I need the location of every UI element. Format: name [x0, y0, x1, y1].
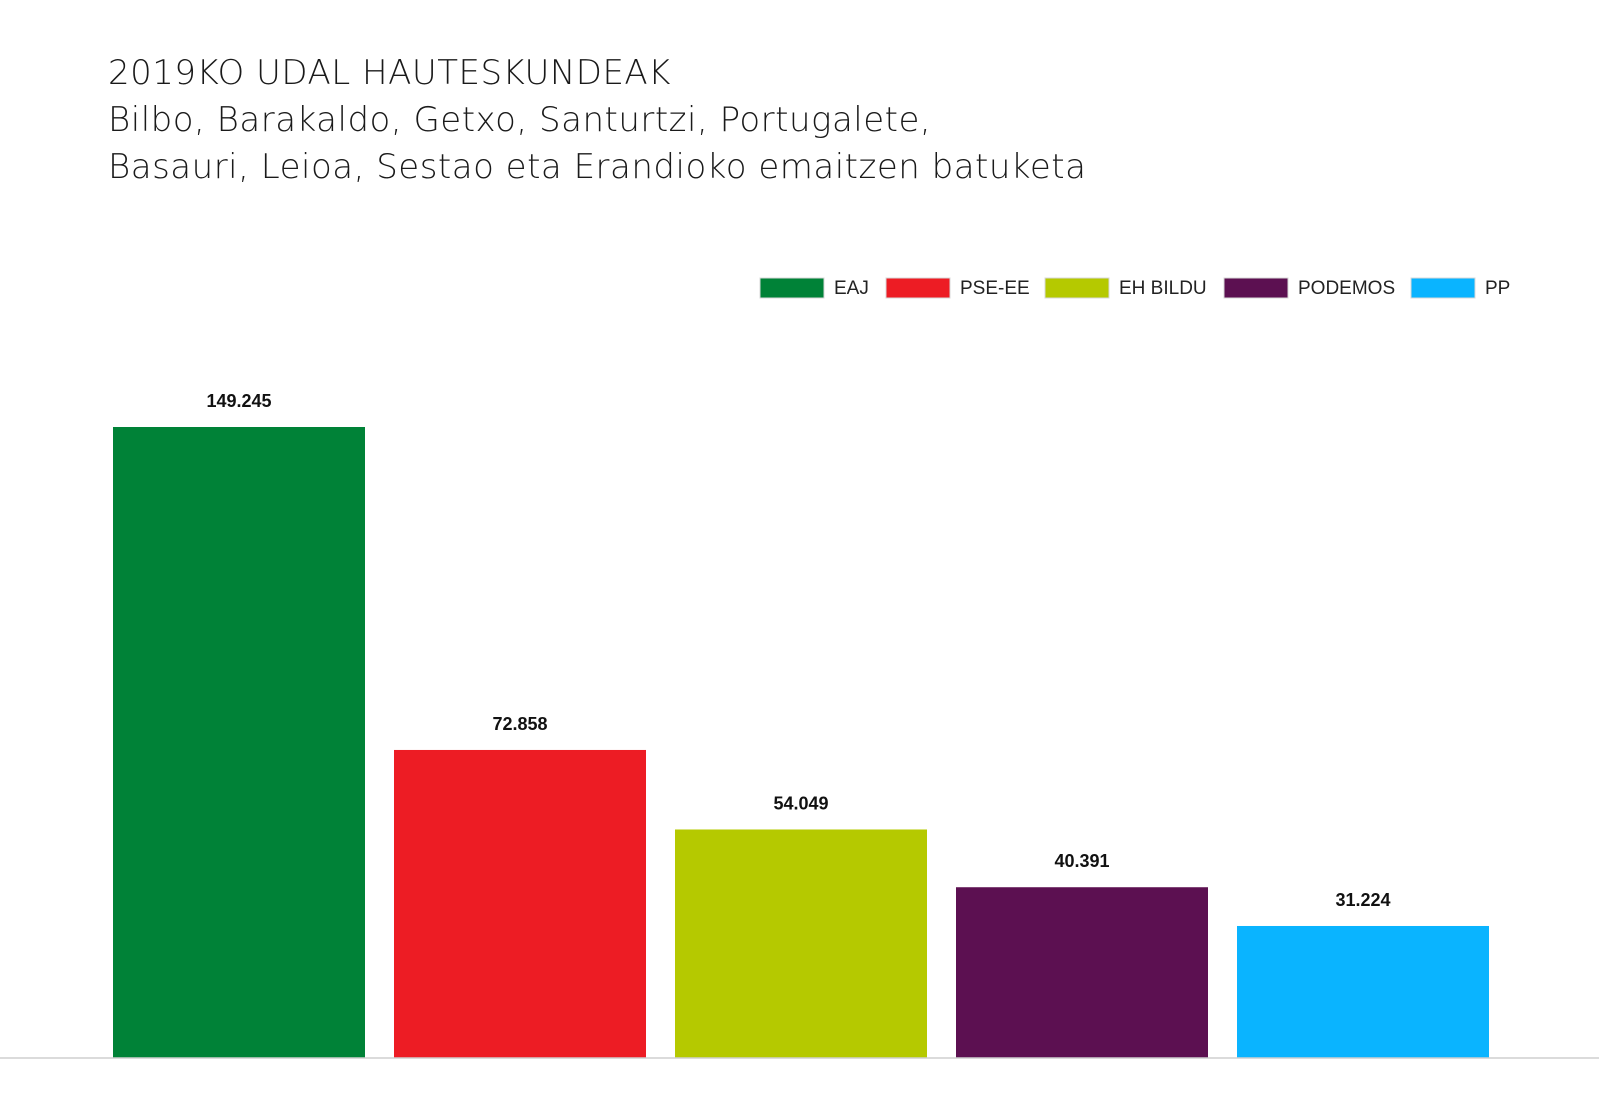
bar-eaj [113, 427, 365, 1058]
chart-title-block: 2019KO UDAL HAUTESKUNDEAK Bilbo, Barakal… [108, 50, 1086, 191]
bar-eh-bildu [675, 829, 927, 1058]
legend-label-eaj: EAJ [834, 278, 869, 299]
value-label-podemos: 40.391 [1054, 851, 1109, 871]
value-label-pp: 31.224 [1335, 890, 1390, 910]
value-label-eh-bildu: 54.049 [773, 793, 828, 813]
chart-value-labels: 149.245 72.858 54.049 40.391 31.224 [206, 391, 1390, 910]
legend-label-pp: PP [1485, 278, 1510, 299]
value-label-eaj: 149.245 [206, 391, 271, 411]
chart-title: 2019KO UDAL HAUTESKUNDEAK [108, 53, 671, 93]
value-label-pse-ee: 72.858 [492, 714, 547, 734]
bar-pse-ee [394, 749, 646, 1058]
legend-swatch-pp [1410, 277, 1476, 299]
legend-label-eh-bildu: EH BILDU [1119, 278, 1207, 299]
bar-podemos [956, 887, 1208, 1058]
chart-subtitle-line-2: Basauri, Leioa, Sestao eta Erandioko ema… [108, 147, 1087, 187]
legend-swatch-pse-ee [885, 277, 951, 299]
chart-subtitle-line-1: Bilbo, Barakaldo, Getxo, Santurtzi, Port… [108, 100, 932, 140]
chart-legend: EAJ PSE-EE EH BILDU PODEMOS PP [759, 277, 1510, 299]
legend-label-podemos: PODEMOS [1298, 278, 1395, 299]
legend-swatch-podemos [1223, 277, 1289, 299]
legend-swatch-eh-bildu [1044, 277, 1110, 299]
chart-bars [113, 427, 1489, 1058]
legend-label-pse-ee: PSE-EE [960, 278, 1030, 299]
bar-pp [1237, 925, 1489, 1058]
legend-swatch-eaj [759, 277, 825, 299]
